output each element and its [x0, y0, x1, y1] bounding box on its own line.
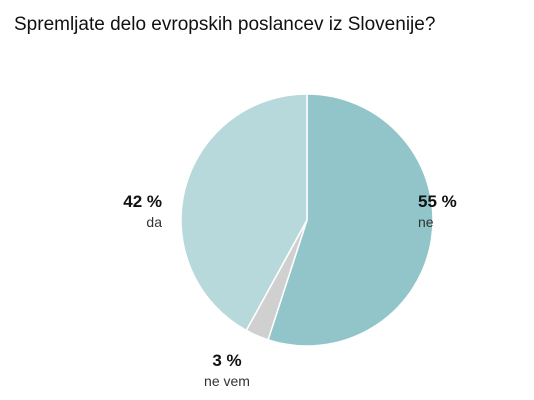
slice-value-label: 42 % [123, 192, 162, 211]
pie-slice-ne [267, 93, 434, 347]
pie-slice-da [180, 93, 308, 332]
slice-value-label: 3 % [212, 351, 242, 370]
slice-category-label: ne [418, 214, 434, 230]
chart-title: Spremljate delo evropskih poslancev iz S… [14, 14, 436, 35]
slice-value-label: 55 % [418, 192, 457, 211]
slice-label-ne-vem: 3 % ne vem [187, 352, 267, 388]
slice-label-da: 42 % da [82, 193, 162, 229]
slice-category-label: da [146, 214, 162, 230]
slice-category-label: ne vem [204, 373, 250, 389]
slice-label-ne: 55 % ne [418, 193, 498, 229]
